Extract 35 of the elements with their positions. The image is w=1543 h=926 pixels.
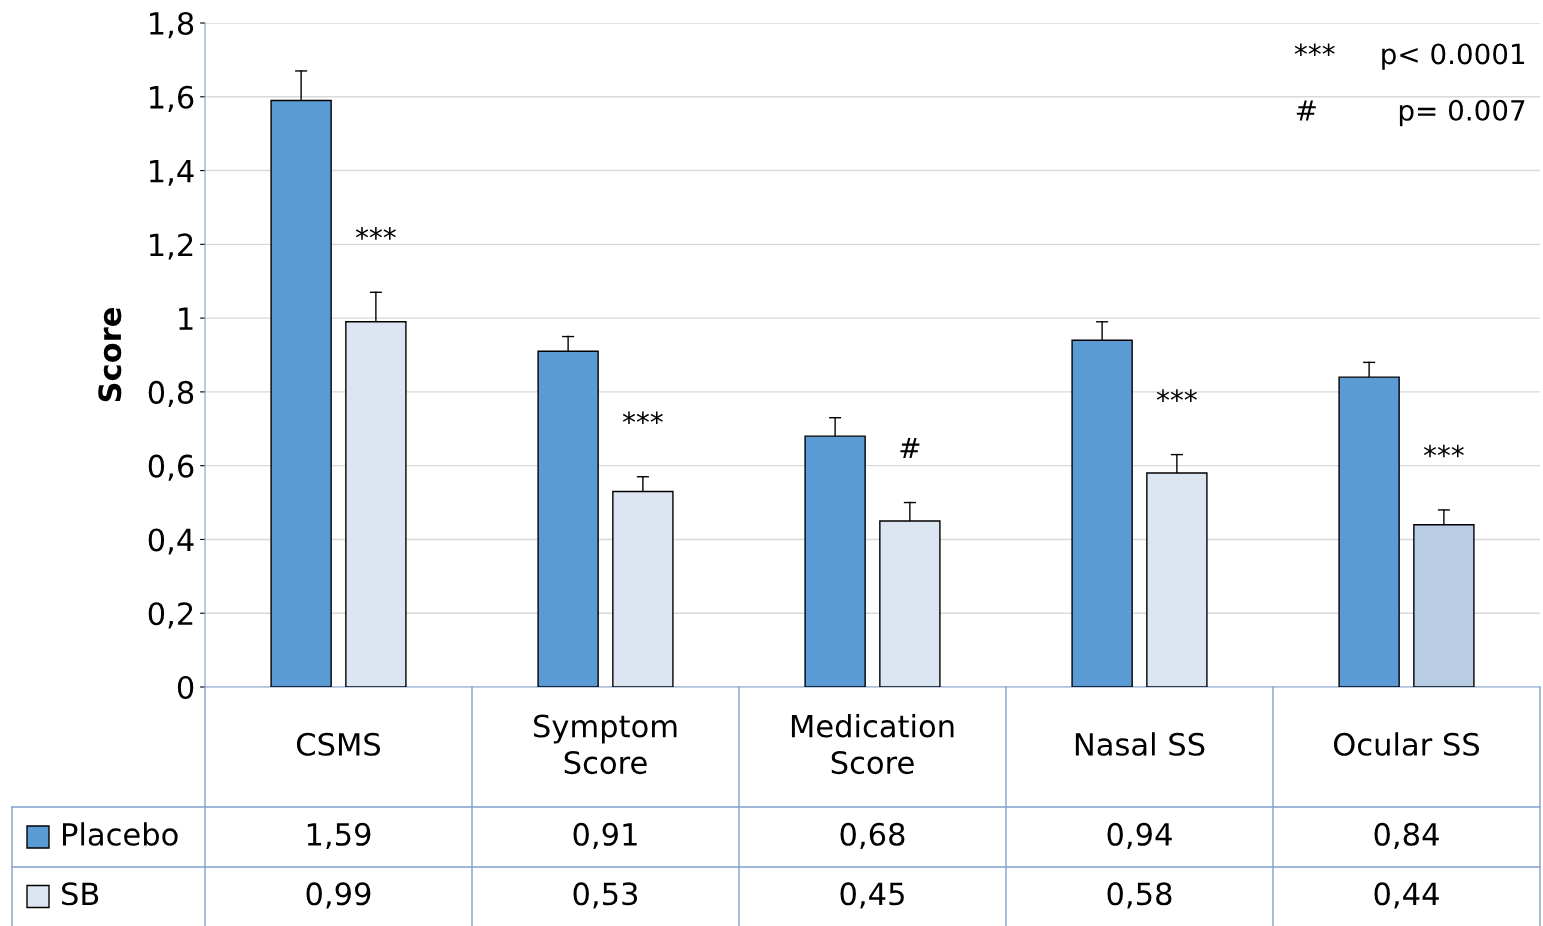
annotation: *** (355, 227, 396, 240)
y-tick-label: 0 (177, 675, 194, 700)
annotation: *** p< 0.0001 (1294, 43, 1525, 70)
data-label: 0,84 (1374, 822, 1439, 849)
data-label: 0,99 (306, 882, 371, 909)
data-label: 0,58 (1107, 882, 1172, 909)
data-label: 0,91 (573, 822, 637, 849)
x-tick-label: Medication Score (791, 713, 954, 775)
y-tick-label: 1 (179, 307, 193, 330)
annotation: *** (622, 411, 663, 425)
data-label: 0,53 (573, 882, 638, 909)
y-tick-label: 0,6 (148, 454, 194, 481)
data-label: 0,45 (840, 882, 904, 909)
data-label: 0,68 (840, 822, 905, 849)
legend-label: SB (62, 882, 99, 906)
annotation: # (900, 437, 920, 458)
data-label: 1,59 (307, 822, 371, 849)
annotation: *** (1423, 444, 1464, 458)
data-label: 0,94 (1107, 822, 1172, 849)
y-tick-label: 1,2 (150, 233, 193, 260)
annotation: # p= 0.007 (1296, 99, 1525, 127)
y-tick-label: 0,8 (148, 380, 194, 408)
data-label: 0,44 (1374, 882, 1439, 909)
x-tick-label: CSMS (296, 732, 381, 756)
y-tick-label: 0,4 (148, 528, 194, 555)
y-tick-label: 0,2 (148, 602, 193, 629)
x-tick-label: Nasal SS (1075, 732, 1205, 756)
x-tick-label: Ocular SS (1333, 732, 1480, 756)
annotation: *** (1156, 389, 1197, 402)
y-tick-label: 1,4 (150, 159, 194, 186)
y-tick-label: 1,6 (150, 85, 194, 112)
y-tick-label: 1,8 (150, 11, 194, 39)
legend-label: Placebo (63, 822, 178, 846)
y-axis-title: Score (98, 308, 122, 402)
x-tick-label: Symptom Score (533, 714, 677, 775)
